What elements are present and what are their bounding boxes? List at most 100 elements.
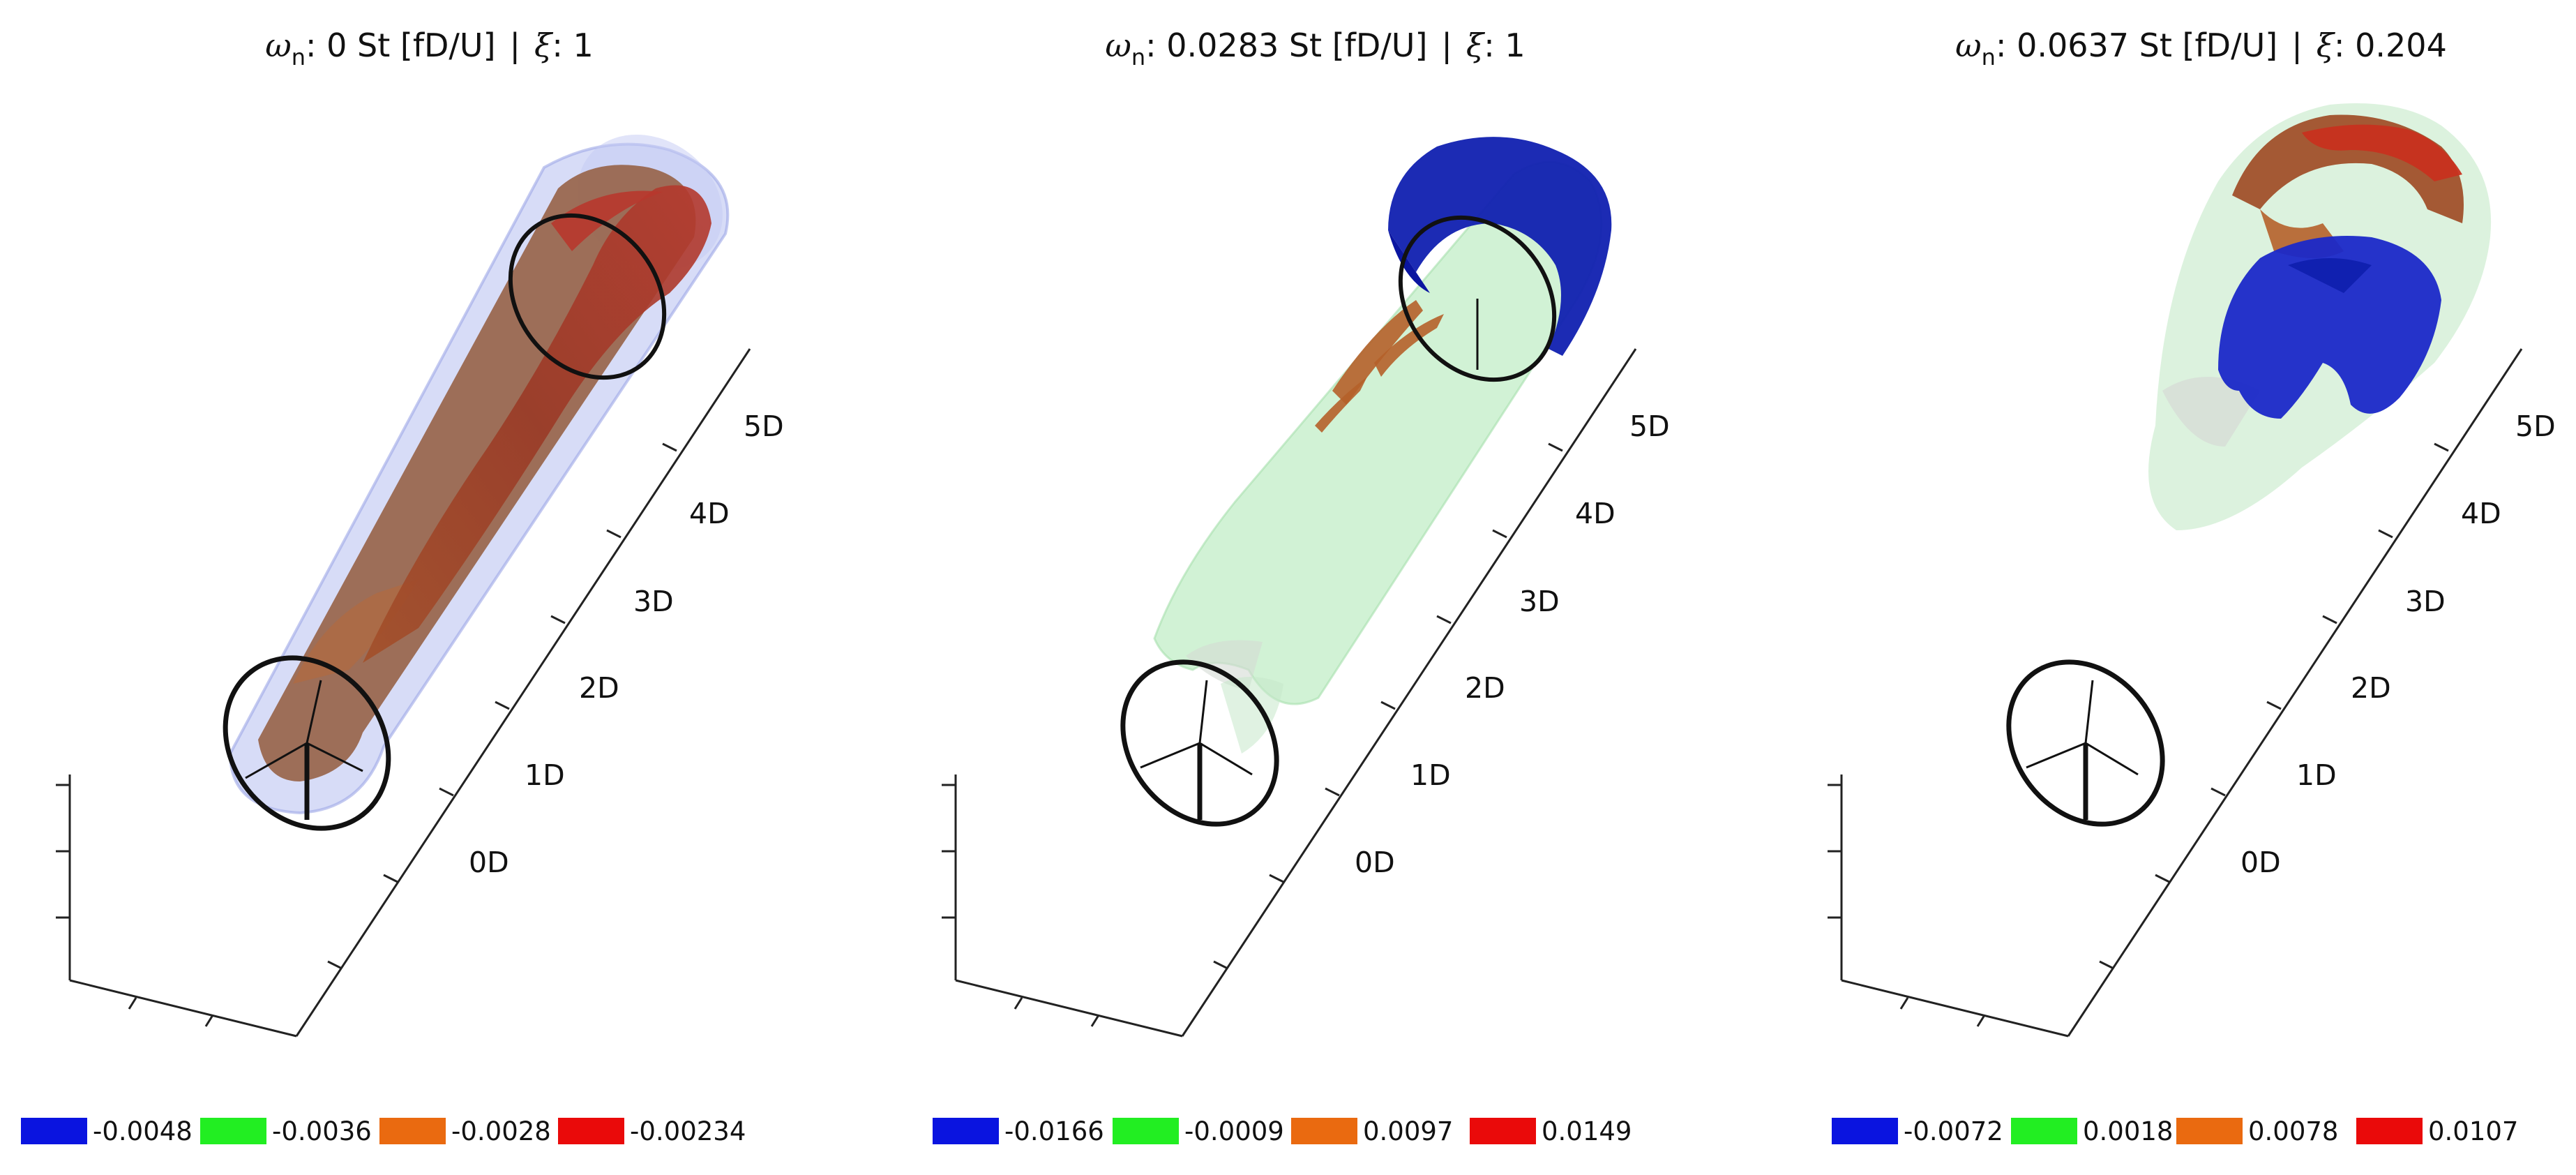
axis-tick-4d: 4D <box>1575 497 1615 530</box>
legend: -0.0048 -0.0036 -0.0028 -0.00234 <box>0 1114 859 1148</box>
legend-item: 0.0149 <box>1470 1114 1632 1148</box>
axis-tick-0d: 0D <box>1355 846 1395 879</box>
legend-swatch <box>21 1118 87 1144</box>
axes-frame <box>56 348 751 1038</box>
omega-subscript: n <box>291 44 306 70</box>
rotor-upstream <box>2006 659 2165 827</box>
axis-tick-3d: 3D <box>633 585 674 618</box>
legend-label: -0.0072 <box>1904 1116 2003 1146</box>
axis-tick-3d: 3D <box>2405 585 2446 618</box>
legend-swatch <box>1470 1118 1536 1144</box>
legend-swatch <box>558 1118 624 1144</box>
panel-3: 0D 1D 2D 3D 4D 5D <box>1772 0 2576 1175</box>
axis-tick-labels: 0D 1D 2D 3D 4D 5D <box>469 410 784 879</box>
isosurface-red <box>363 185 711 663</box>
legend-label: -0.0166 <box>1004 1116 1104 1146</box>
legend-item: 0.0078 <box>2176 1114 2338 1148</box>
legend-label: 0.0078 <box>2248 1116 2339 1146</box>
axis-tick-4d: 4D <box>689 497 730 530</box>
omega-symbol: ω <box>1955 27 1982 64</box>
xi-symbol: ξ <box>534 27 552 64</box>
legend-item: 0.0097 <box>1291 1114 1453 1148</box>
rotor-downstream <box>508 213 667 380</box>
omega-value: : 0.0283 St [fD/U] <box>1145 27 1428 64</box>
rotor-upstream <box>223 655 391 831</box>
legend-swatch <box>2011 1118 2077 1144</box>
omega-subscript: n <box>1131 44 1146 70</box>
legend: -0.0072 0.0018 0.0078 0.0107 <box>1772 1114 2576 1148</box>
axis-tick-2d: 2D <box>2351 671 2391 705</box>
legend-swatch <box>2176 1118 2243 1144</box>
xi-value: : 0.204 <box>2334 27 2447 64</box>
title-separator: | <box>1441 27 1452 64</box>
xi-symbol: ξ <box>1466 27 1484 64</box>
panel-2: 0D 1D 2D 3D 4D 5D <box>886 0 1745 1175</box>
legend-item: -0.0166 <box>933 1114 1104 1148</box>
scene-3: 0D 1D 2D 3D 4D 5D <box>1828 103 2556 1038</box>
panel-title: ωn: 0.0283 St [fD/U] | ξ: 1 <box>886 27 1745 70</box>
legend-swatch <box>933 1118 999 1144</box>
axis-tick-2d: 2D <box>1465 671 1505 705</box>
title-separator: | <box>2291 27 2303 64</box>
axis-tick-4d: 4D <box>2461 497 2501 530</box>
legend-label: -0.0009 <box>1184 1116 1284 1146</box>
legend-label: 0.0107 <box>2428 1116 2519 1146</box>
legend-item: 0.0018 <box>2011 1114 2173 1148</box>
legend-label: 0.0018 <box>2083 1116 2174 1146</box>
legend-item: -0.0048 <box>21 1114 193 1148</box>
omega-symbol: ω <box>1105 27 1131 64</box>
legend-item: -0.0036 <box>200 1114 372 1148</box>
legend-swatch <box>1291 1118 1357 1144</box>
axis-tick-1d: 1D <box>525 758 565 792</box>
axis-tick-1d: 1D <box>2296 758 2337 792</box>
rotor-downstream <box>1398 215 1557 382</box>
scene-1: 0D 1D 2D 3D 4D 5D <box>56 134 784 1038</box>
omega-value: : 0.0637 St [fD/U] <box>1995 27 2278 64</box>
legend-label: 0.0097 <box>1363 1116 1454 1146</box>
legend-label: -0.0036 <box>272 1116 372 1146</box>
axis-tick-0d: 0D <box>469 846 509 879</box>
axis-tick-labels: 0D 1D 2D 3D 4D 5D <box>2240 410 2556 879</box>
rotor-upstream <box>1120 659 1279 827</box>
legend-swatch <box>1832 1118 1898 1144</box>
isosurface-red <box>2302 124 2462 181</box>
legend-swatch <box>1113 1118 1179 1144</box>
legend-label: -0.00234 <box>630 1116 746 1146</box>
xi-symbol: ξ <box>2316 27 2335 64</box>
xi-value: : 1 <box>1484 27 1526 64</box>
panel-title: ωn: 0.0637 St [fD/U] | ξ: 0.204 <box>1772 27 2576 70</box>
axis-tick-5d: 5D <box>744 410 784 443</box>
omega-value: : 0 St [fD/U] <box>306 27 496 64</box>
legend-item: -0.0072 <box>1832 1114 2003 1148</box>
legend-item: -0.0009 <box>1113 1114 1284 1148</box>
panel-1: 0D 1D 2D 3D 4D 5D <box>0 0 859 1175</box>
omega-symbol: ω <box>265 27 292 64</box>
isosurface-blue <box>2218 236 2441 419</box>
isosurface-blue <box>1388 137 1612 356</box>
legend: -0.0166 -0.0009 0.0097 0.0149 <box>886 1114 1745 1148</box>
legend-label: -0.0028 <box>451 1116 551 1146</box>
legend-label: -0.0048 <box>93 1116 193 1146</box>
axis-tick-1d: 1D <box>1410 758 1451 792</box>
xi-value: : 1 <box>552 27 594 64</box>
legend-swatch <box>200 1118 266 1144</box>
omega-subscript: n <box>1981 44 1996 70</box>
isosurface-green <box>1153 160 1603 754</box>
legend-item: 0.0107 <box>2356 1114 2518 1148</box>
legend-item: -0.00234 <box>558 1114 746 1148</box>
axis-tick-2d: 2D <box>579 671 619 705</box>
axis-tick-5d: 5D <box>1629 410 1670 443</box>
legend-item: -0.0028 <box>379 1114 551 1148</box>
axis-tick-labels: 0D 1D 2D 3D 4D 5D <box>1355 410 1670 879</box>
legend-label: 0.0149 <box>1542 1116 1632 1146</box>
axis-tick-3d: 3D <box>1519 585 1560 618</box>
isosurface-orange <box>1315 300 1444 433</box>
scene-2: 0D 1D 2D 3D 4D 5D <box>942 137 1670 1038</box>
panel-title: ωn: 0 St [fD/U] | ξ: 1 <box>0 27 859 70</box>
axes-frame <box>942 348 1637 1038</box>
axes-frame <box>1828 348 2523 1038</box>
axis-tick-0d: 0D <box>2240 846 2281 879</box>
legend-swatch <box>2356 1118 2423 1144</box>
title-separator: | <box>509 27 521 64</box>
legend-swatch <box>379 1118 446 1144</box>
